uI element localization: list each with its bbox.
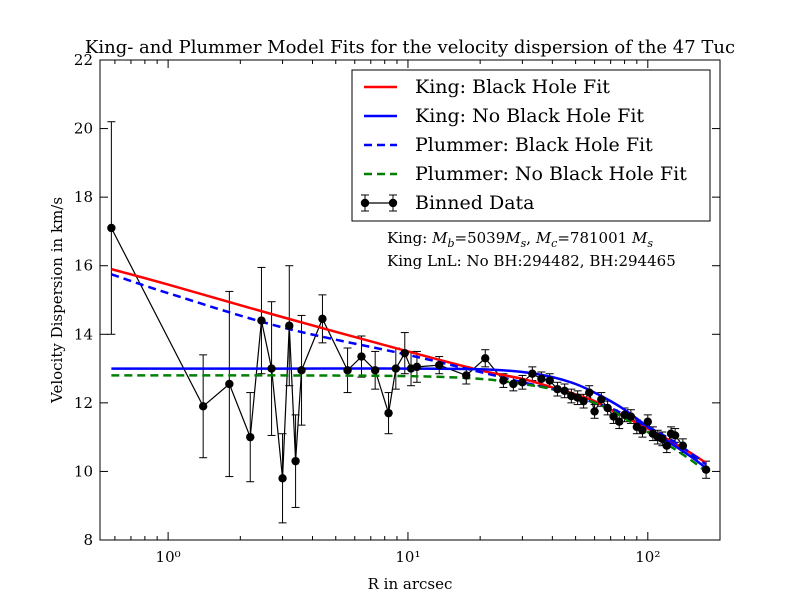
data-point-3 xyxy=(246,432,255,442)
legend-entry-2: Plummer: Black Hole Fit xyxy=(364,134,653,156)
data-point-30 xyxy=(567,391,576,401)
legend-marker-0 xyxy=(360,198,370,208)
legend-label: King: Black Hole Fit xyxy=(415,76,610,98)
data-point-32 xyxy=(579,396,588,406)
y-tick-label-3: 14 xyxy=(74,325,93,343)
data-point-21 xyxy=(481,354,490,363)
plot-layer xyxy=(107,121,711,524)
data-point-33 xyxy=(585,388,594,397)
data-point-16 xyxy=(400,348,409,358)
y-tick-label-2: 12 xyxy=(74,394,93,412)
data-point-37 xyxy=(609,412,618,421)
x-tick-label-1: 10¹ xyxy=(395,548,420,566)
data-point-19 xyxy=(435,360,444,370)
data-point-38 xyxy=(615,417,624,426)
data-point-9 xyxy=(297,366,306,375)
legend-entry-4: Binned Data xyxy=(360,192,534,214)
data-point-39 xyxy=(620,410,629,420)
legend-label: Binned Data xyxy=(415,192,534,214)
y-tick-label-0: 8 xyxy=(83,531,93,549)
y-tick-label-4: 16 xyxy=(74,257,93,275)
data-point-36 xyxy=(603,403,612,413)
data-point-0 xyxy=(107,223,116,233)
chart-title: King- and Plummer Model Fits for the vel… xyxy=(85,37,735,58)
data-point-34 xyxy=(590,407,599,416)
legend-marker-1 xyxy=(388,198,398,208)
data-point-47 xyxy=(662,441,671,450)
annotation-masses: King: Mb=5039Ms, Mc=781001 Ms xyxy=(387,229,653,250)
data-point-12 xyxy=(357,352,366,361)
legend: King: Black Hole Fit King: No Black Hole … xyxy=(351,69,711,222)
legend-label: Plummer: No Black Hole Fit xyxy=(415,163,687,185)
legend-entry-0: King: Black Hole Fit xyxy=(364,76,610,98)
data-point-5 xyxy=(267,364,276,373)
annotations: King: Mb=5039Ms, Mc=781001 Ms King LnL: N… xyxy=(387,229,676,270)
data-point-20 xyxy=(462,371,471,380)
data-point-49 xyxy=(670,431,680,440)
data-point-43 xyxy=(643,417,653,426)
data-point-11 xyxy=(343,366,352,375)
data-point-24 xyxy=(518,378,527,387)
x-tick-label-0: 10⁰ xyxy=(156,548,181,566)
data-point-35 xyxy=(597,395,606,404)
data-point-25 xyxy=(528,369,537,378)
binned-markers xyxy=(107,223,711,483)
data-point-42 xyxy=(638,426,647,435)
data-point-6 xyxy=(278,474,287,483)
data-point-46 xyxy=(658,434,667,444)
legend-box xyxy=(351,69,711,222)
data-point-50 xyxy=(678,441,688,450)
plot-area xyxy=(107,121,711,524)
annotation-lnl: King LnL: No BH:294482, BH:294465 xyxy=(387,252,676,270)
y-tick-label-7: 22 xyxy=(74,51,93,69)
legend-label: Plummer: Black Hole Fit xyxy=(415,134,653,156)
axes-layer: 8 10 12 14 16 18 20 22 10⁰ 10¹ 10² xyxy=(74,51,721,566)
x-axis-label: R in arcsec xyxy=(368,575,453,593)
y-tick-label-1: 10 xyxy=(74,462,93,480)
data-point-29 xyxy=(560,386,569,396)
data-point-18 xyxy=(412,362,422,372)
data-point-40 xyxy=(626,412,636,421)
legend-label: King: No Black Hole Fit xyxy=(415,105,644,127)
x-tick-label-2: 10² xyxy=(635,548,660,566)
data-point-22 xyxy=(499,376,508,385)
y-tick-label-6: 20 xyxy=(74,120,93,138)
legend-entry-1: King: No Black Hole Fit xyxy=(364,105,644,127)
data-point-51 xyxy=(701,465,711,474)
y-tick-label-5: 18 xyxy=(74,188,93,206)
data-point-27 xyxy=(545,376,554,385)
data-point-8 xyxy=(291,456,300,466)
data-point-28 xyxy=(553,384,562,394)
data-point-1 xyxy=(198,402,208,411)
data-point-23 xyxy=(509,379,518,389)
data-point-26 xyxy=(537,374,546,384)
data-point-10 xyxy=(318,314,327,324)
data-point-15 xyxy=(391,364,401,373)
legend-entry-3: Plummer: No Black Hole Fit xyxy=(364,163,687,185)
data-point-4 xyxy=(257,316,266,325)
data-point-14 xyxy=(384,408,393,418)
data-point-7 xyxy=(285,321,294,330)
y-axis-label: Velocity Dispersion in km/s xyxy=(48,197,66,404)
data-point-13 xyxy=(370,366,380,375)
data-point-2 xyxy=(225,379,234,389)
axes-frame xyxy=(99,59,721,541)
